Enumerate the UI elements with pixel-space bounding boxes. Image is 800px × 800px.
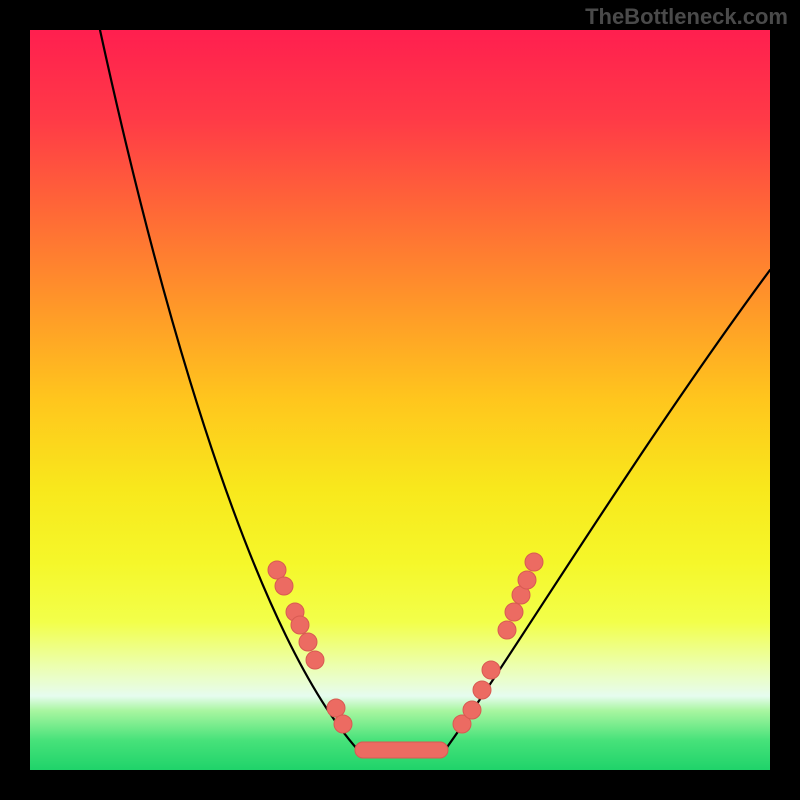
data-marker [518,571,536,589]
watermark-text: TheBottleneck.com [585,4,788,30]
plot-area [30,30,770,770]
data-marker [299,633,317,651]
data-marker [498,621,516,639]
data-marker [463,701,481,719]
data-marker [334,715,352,733]
chart-svg [30,30,770,770]
data-marker [505,603,523,621]
gradient-background [30,30,770,770]
data-marker [482,661,500,679]
data-marker [268,561,286,579]
data-marker [275,577,293,595]
data-marker [306,651,324,669]
data-marker [525,553,543,571]
data-marker [327,699,345,717]
outer-frame: TheBottleneck.com [0,0,800,800]
floor-marker-band [355,742,448,758]
data-marker [291,616,309,634]
data-marker [473,681,491,699]
